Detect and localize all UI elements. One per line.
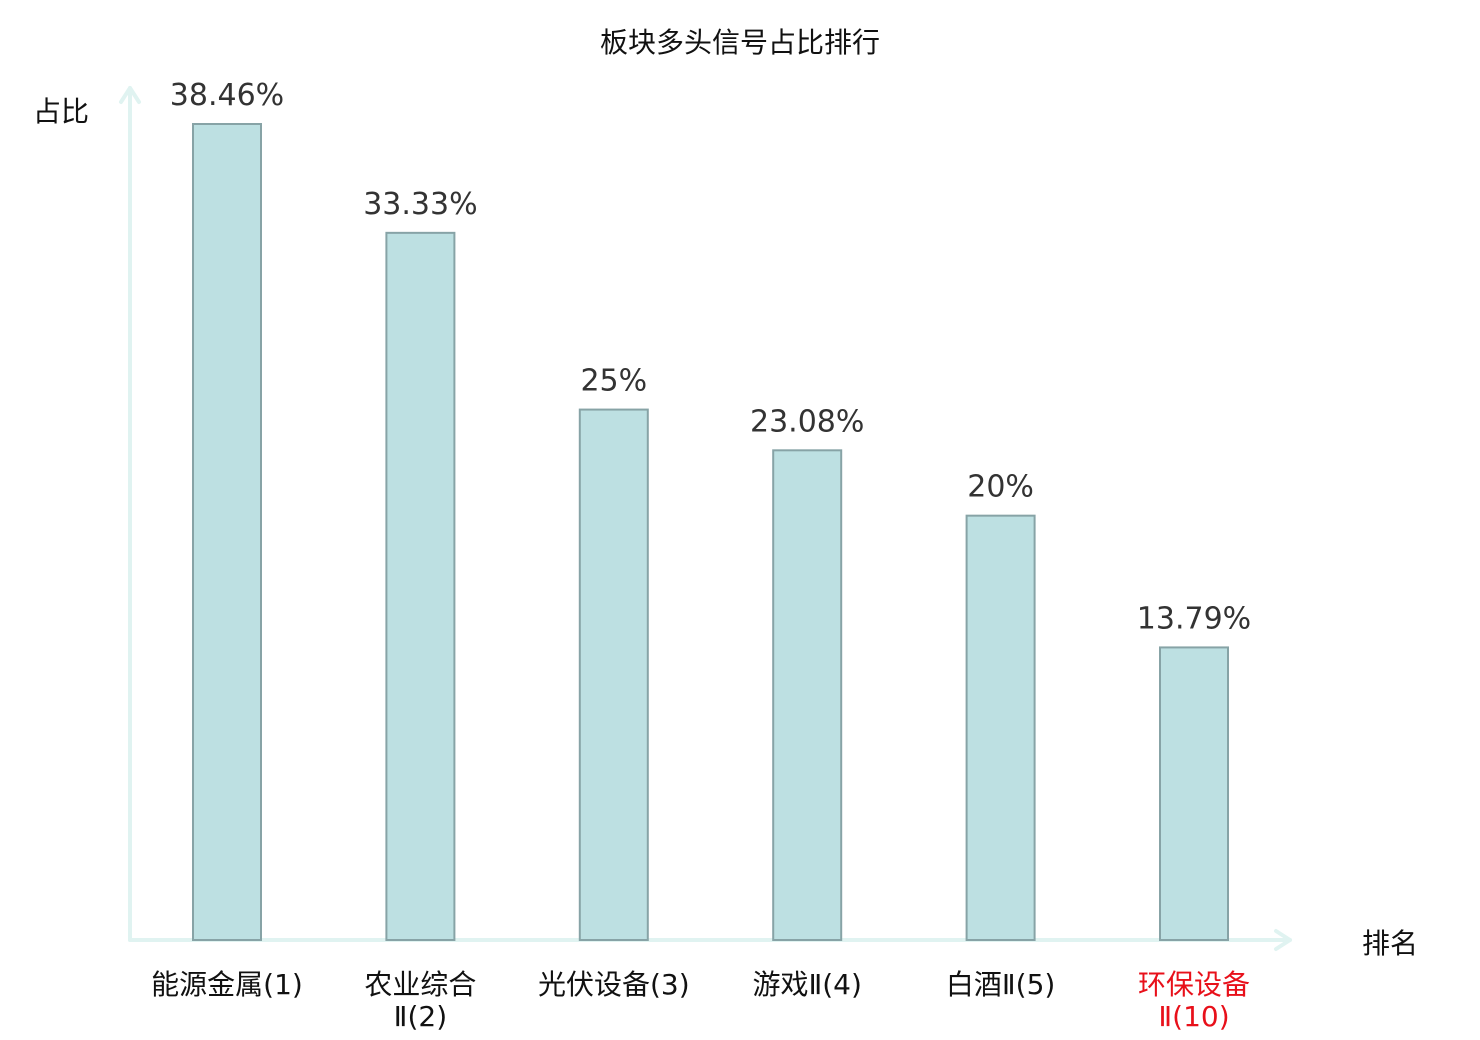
value-labels: 38.46% 33.33% 25% 23.08% 20% 13.79% bbox=[170, 78, 1251, 636]
bar bbox=[578, 408, 649, 941]
data-label: 33.33% bbox=[363, 187, 477, 222]
bar bbox=[965, 514, 1036, 941]
data-label: 38.46% bbox=[170, 78, 284, 113]
bar bbox=[192, 123, 262, 941]
data-label: 13.79% bbox=[1137, 601, 1251, 636]
x-tick-label: 光伏设备(3) bbox=[538, 968, 690, 1001]
data-label: 23.08% bbox=[750, 404, 864, 439]
x-tick-label: 环保设备 bbox=[1138, 968, 1250, 1001]
bar bbox=[772, 449, 843, 941]
data-label: 20% bbox=[967, 470, 1034, 505]
x-axis-label: 排名 bbox=[1362, 927, 1418, 960]
x-tick-label: Ⅱ(2) bbox=[394, 1000, 447, 1033]
data-label: 25% bbox=[580, 364, 647, 399]
bars bbox=[192, 123, 1229, 942]
x-tick-label: 农业综合 bbox=[364, 968, 476, 1001]
x-tick-label: 能源金属(1) bbox=[151, 968, 303, 1001]
x-tick-label: 游戏Ⅱ(4) bbox=[752, 968, 861, 1001]
y-axis-label: 占比 bbox=[33, 95, 89, 128]
y-axis-arrow bbox=[119, 86, 141, 104]
axes bbox=[119, 86, 1292, 951]
x-tick-label: Ⅱ(10) bbox=[1158, 1000, 1229, 1033]
chart-title: 板块多头信号占比排行 bbox=[600, 26, 880, 59]
bar bbox=[1159, 646, 1229, 942]
x-tick-label: 白酒Ⅱ(5) bbox=[946, 968, 1055, 1001]
bar bbox=[385, 231, 456, 942]
x-axis-arrow bbox=[1274, 929, 1292, 951]
